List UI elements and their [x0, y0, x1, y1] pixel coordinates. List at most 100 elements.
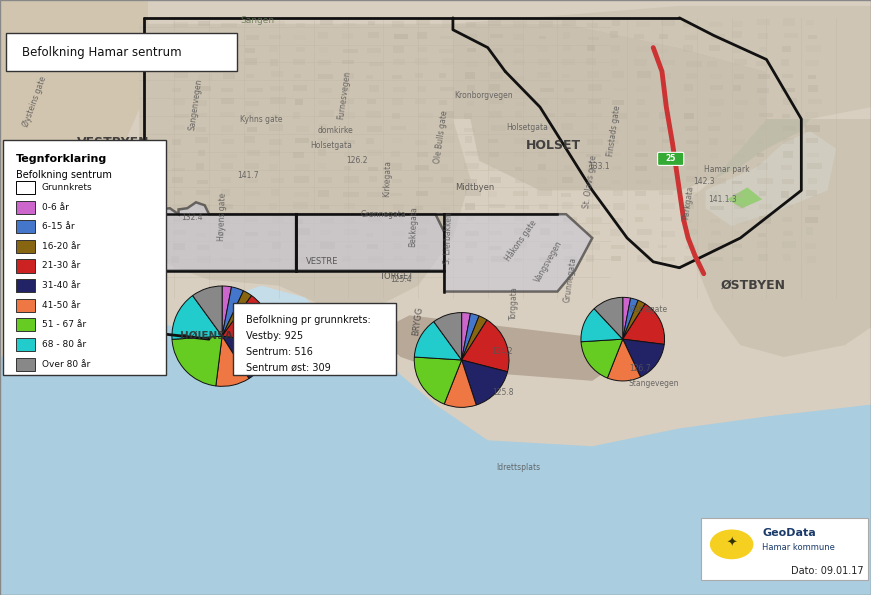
Bar [808, 35, 817, 39]
Bar [513, 60, 524, 65]
Bar [490, 256, 505, 262]
Text: 0-6 år: 0-6 år [42, 202, 69, 212]
Bar [805, 112, 818, 118]
Bar [244, 243, 259, 248]
FancyBboxPatch shape [658, 152, 684, 165]
Text: 126.7: 126.7 [630, 364, 651, 374]
Bar [613, 87, 627, 91]
Bar [807, 256, 816, 263]
Bar [417, 32, 428, 39]
Bar [369, 176, 376, 182]
Text: Befolkning Hamar sentrum: Befolkning Hamar sentrum [22, 46, 181, 59]
Bar [783, 127, 796, 131]
Bar [686, 61, 702, 67]
Bar [611, 245, 625, 249]
Bar [489, 84, 500, 91]
Bar [635, 217, 643, 222]
Bar [394, 46, 404, 52]
Bar [220, 257, 232, 262]
Bar [321, 218, 334, 223]
Bar [733, 84, 740, 91]
Bar [173, 21, 187, 27]
Bar [661, 87, 668, 92]
Bar [16, 259, 35, 273]
Bar [611, 218, 624, 223]
Bar [463, 164, 479, 170]
Polygon shape [453, 6, 871, 119]
Bar [394, 217, 402, 222]
Bar [342, 99, 354, 104]
Bar [464, 128, 475, 132]
Bar [709, 45, 720, 51]
Bar [442, 58, 454, 65]
Bar [440, 87, 454, 91]
Bar [467, 101, 474, 106]
Bar [660, 203, 675, 209]
Bar [564, 165, 573, 170]
Text: Midtbyen: Midtbyen [455, 183, 495, 192]
Bar [245, 164, 259, 169]
Bar [807, 163, 822, 169]
Text: BRYGG: BRYGG [412, 306, 424, 336]
Text: Tegnforklaring: Tegnforklaring [16, 154, 107, 164]
Bar [563, 45, 571, 51]
Bar [272, 216, 284, 223]
Bar [658, 33, 668, 39]
Bar [442, 207, 449, 211]
Text: VESTBYEN: VESTBYEN [77, 136, 150, 149]
Bar [538, 152, 546, 157]
Bar [563, 59, 575, 65]
Bar [662, 139, 673, 143]
Bar [220, 112, 234, 117]
Text: 31-40 år: 31-40 år [42, 281, 80, 290]
Bar [514, 138, 529, 143]
Bar [733, 193, 743, 197]
Polygon shape [706, 131, 836, 226]
Text: TORGET: TORGET [379, 272, 414, 281]
Bar [344, 203, 355, 209]
Bar [394, 60, 405, 65]
Bar [490, 177, 502, 183]
Bar [368, 256, 383, 262]
Bar [709, 99, 724, 105]
Bar [488, 191, 496, 197]
Bar [442, 124, 453, 130]
Bar [318, 190, 329, 197]
Bar [172, 177, 183, 183]
Bar [488, 216, 500, 222]
Bar [537, 72, 551, 78]
Text: Kirkegata: Kirkegata [382, 160, 393, 197]
Bar [514, 48, 524, 53]
Bar [539, 112, 555, 117]
Bar [686, 176, 699, 182]
Bar [269, 139, 282, 145]
Bar [442, 111, 455, 118]
Bar [195, 137, 208, 143]
Polygon shape [296, 214, 444, 271]
Bar [440, 164, 448, 170]
Bar [586, 231, 600, 234]
Text: Vestregate: Vestregate [82, 152, 92, 193]
Bar [269, 46, 278, 52]
Bar [343, 73, 354, 79]
Bar [708, 243, 724, 249]
Text: Vangsvegen: Vangsvegen [533, 239, 564, 284]
Bar [684, 228, 699, 236]
Bar [415, 19, 430, 25]
Bar [270, 97, 286, 104]
Bar [415, 73, 422, 79]
Bar [247, 206, 256, 211]
Bar [732, 181, 742, 184]
Bar [367, 99, 376, 104]
Bar [807, 20, 814, 25]
Bar [586, 154, 601, 157]
Bar [417, 244, 429, 249]
Bar [758, 254, 768, 261]
Bar [514, 215, 527, 221]
Bar [344, 176, 360, 183]
Bar [342, 60, 354, 64]
Bar [269, 164, 278, 171]
Bar [685, 98, 697, 104]
Bar [611, 180, 621, 184]
Bar [563, 32, 571, 39]
